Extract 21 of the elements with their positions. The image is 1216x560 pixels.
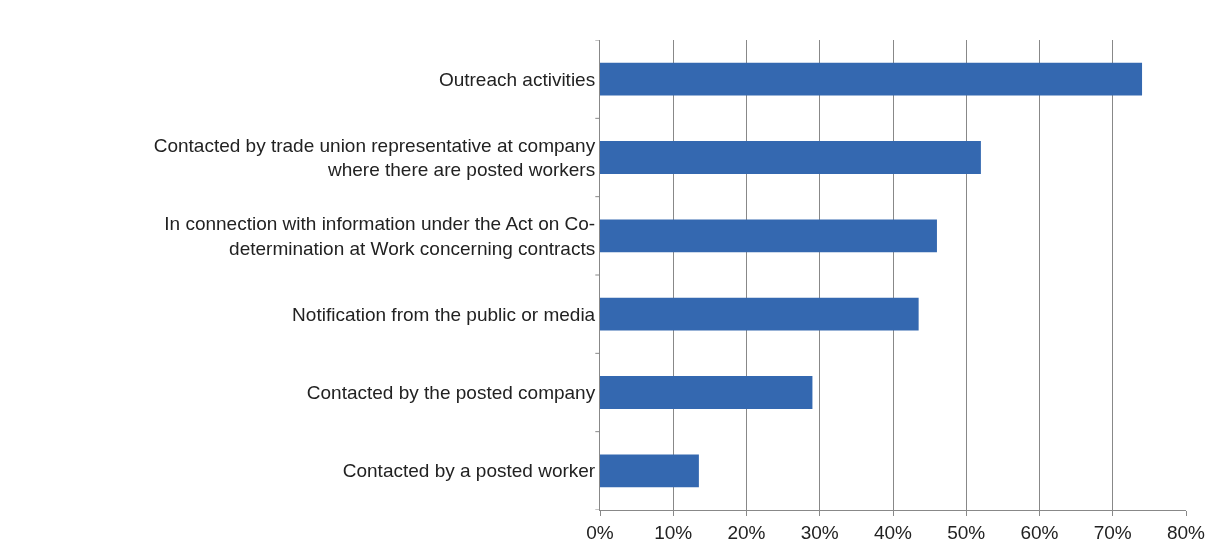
x-tick-label: 20% bbox=[727, 521, 766, 543]
y-tick-label: In connection with information under the Act on Co- determination at Work concerning contracts bbox=[164, 213, 596, 259]
bar bbox=[600, 454, 699, 488]
x-tick-label: 30% bbox=[800, 521, 839, 543]
bar bbox=[600, 297, 919, 331]
bar bbox=[600, 62, 1143, 96]
y-tick-label: Contacted by the posted company bbox=[306, 382, 596, 404]
bar bbox=[600, 376, 813, 409]
bar bbox=[600, 219, 937, 253]
y-tick-label: Outreach activities bbox=[438, 68, 596, 90]
y-tick-label: Notification from the public or media bbox=[292, 303, 596, 325]
x-tick-label: 10% bbox=[654, 521, 693, 543]
x-tick-label: 40% bbox=[873, 521, 913, 543]
x-tick-label: 80% bbox=[1166, 521, 1206, 543]
x-tick-label: 70% bbox=[1093, 521, 1132, 543]
x-tick-label: 50% bbox=[947, 521, 986, 543]
y-tick-label: Contacted by a posted worker bbox=[342, 460, 596, 482]
bar bbox=[600, 141, 981, 174]
x-tick-label: 60% bbox=[1020, 521, 1059, 543]
x-tick-label: 0% bbox=[586, 521, 614, 543]
y-tick-label: Contacted by trade union representative at company where there are posted workers bbox=[153, 134, 596, 181]
